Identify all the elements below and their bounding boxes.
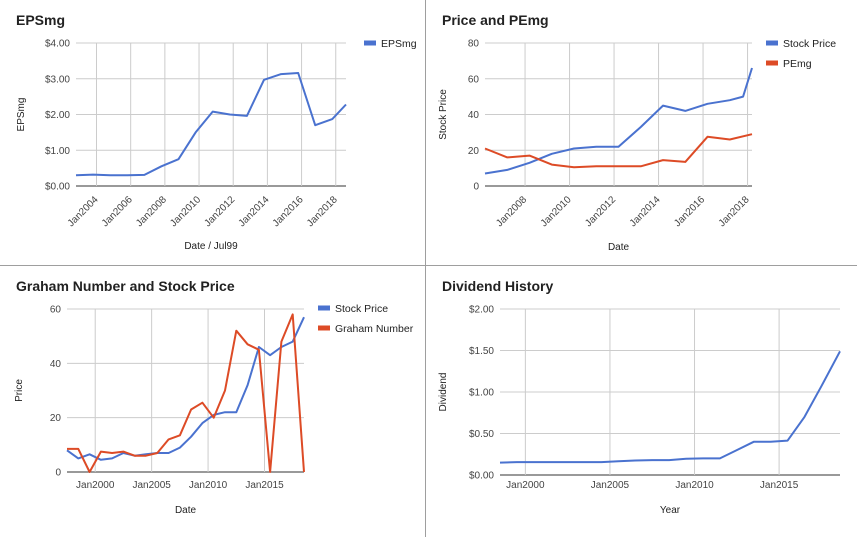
- x-tick-label: Jan2018: [717, 194, 752, 229]
- x-tick-label: Jan2012: [583, 194, 618, 229]
- series-line-pemg: [484, 133, 753, 169]
- x-tick-label: Jan2010: [675, 480, 714, 491]
- y-axis-label: EPSmg: [16, 98, 27, 132]
- series-line-dividend: [499, 350, 841, 464]
- y-tick-label: 40: [50, 359, 62, 370]
- chart-price-pemg-svg: Price and PEmg 0 20 40 60 80 Jan2008 Jan2010 Jan…: [438, 12, 836, 253]
- chart-title: Price and PEmg: [442, 12, 549, 28]
- chart-title: Graham Number and Stock Price: [16, 278, 235, 294]
- y-axis-label: Price: [14, 379, 25, 402]
- legend-swatch: [318, 325, 330, 331]
- x-tick-label: Jan2005: [591, 480, 630, 491]
- y-tick-label: 0: [55, 468, 61, 479]
- panel-divider-vertical: [425, 0, 426, 537]
- series-line-stock-price: [484, 67, 753, 175]
- y-axis-label: Stock Price: [438, 89, 449, 140]
- panel-divider-horizontal: [0, 265, 857, 266]
- y-tick-label: $4.00: [45, 39, 70, 50]
- legend-label: Stock Price: [335, 303, 388, 315]
- x-tick-label: Jan2004: [66, 194, 101, 229]
- legend-label: PEmg: [783, 58, 812, 70]
- x-tick-label: Jan2006: [100, 194, 135, 229]
- chart-title: Dividend History: [442, 278, 553, 294]
- x-tick-label: Jan2008: [134, 194, 169, 229]
- x-tick-label: Jan2005: [132, 480, 171, 491]
- chart-panel[interactable]: Price and PEmg 0 20 40 60 80 Jan2008 Jan2010 Jan…: [426, 0, 857, 265]
- x-tick-label: Jan2010: [539, 194, 574, 229]
- series-line-graham-number: [67, 313, 305, 473]
- y-tick-label: 0: [473, 182, 479, 193]
- y-axis-label: Dividend: [438, 373, 449, 412]
- x-tick-label: Jan2016: [672, 194, 707, 229]
- x-tick-label: Jan2015: [760, 480, 799, 491]
- chart-title: EPSmg: [16, 12, 65, 28]
- x-tick-label: Jan2014: [628, 194, 663, 229]
- y-tick-label: 20: [468, 146, 480, 157]
- y-tick-label: $3.00: [45, 74, 70, 85]
- x-tick-label: Jan2015: [245, 480, 284, 491]
- chart-dividend-svg: Dividend History $0.00 $0.50 $1.00 $1.50 $2.0…: [438, 278, 841, 516]
- y-tick-label: $0.00: [469, 471, 494, 482]
- x-tick-label: Jan2010: [168, 194, 203, 229]
- x-tick-label: Jan2000: [506, 480, 545, 491]
- legend-swatch: [766, 40, 778, 46]
- y-tick-label: $2.00: [45, 110, 70, 121]
- x-tick-label: Jan2012: [202, 194, 237, 229]
- x-tick-label: Jan2016: [271, 194, 306, 229]
- chart-panel[interactable]: Dividend History $0.00 $0.50 $1.00 $1.50 $2.0…: [426, 266, 857, 537]
- y-tick-label: 80: [468, 39, 480, 50]
- x-tick-label: Jan2014: [237, 194, 272, 229]
- series-line-epsmg: [75, 72, 347, 177]
- legend-label: Stock Price: [783, 38, 836, 50]
- legend-swatch: [364, 40, 376, 46]
- x-tick-label: Jan2018: [305, 194, 340, 229]
- y-tick-label: $0.50: [469, 429, 494, 440]
- chart-graham-svg: Graham Number and Stock Price 0 20 40 60 Jan2…: [14, 278, 414, 516]
- y-tick-label: $1.00: [469, 388, 494, 399]
- x-tick-label: Jan2010: [189, 480, 228, 491]
- y-tick-label: 20: [50, 413, 62, 424]
- series-line-stock-price: [66, 316, 305, 461]
- y-tick-label: 40: [468, 110, 480, 121]
- legend-swatch: [766, 60, 778, 66]
- legend-swatch: [318, 305, 330, 311]
- y-tick-label: 60: [50, 305, 62, 316]
- y-tick-label: $0.00: [45, 182, 70, 193]
- x-tick-label: Jan2008: [494, 194, 529, 229]
- y-tick-label: $1.50: [469, 346, 494, 357]
- x-tick-label: Jan2000: [76, 480, 115, 491]
- y-tick-label: 60: [468, 74, 480, 85]
- y-tick-label: $2.00: [469, 305, 494, 316]
- legend-label: Graham Number: [335, 323, 414, 335]
- x-axis-label: Date: [608, 242, 630, 253]
- chart-panel[interactable]: Graham Number and Stock Price 0 20 40 60 Jan2…: [0, 266, 425, 537]
- x-axis-label: Year: [660, 505, 681, 516]
- y-tick-label: $1.00: [45, 146, 70, 157]
- chart-panel[interactable]: EPSmg $0.00 $1.00 $2.00 $3.00 $4.00 Jan2004 Jan…: [0, 0, 425, 265]
- legend-label: EPSmg: [381, 38, 417, 50]
- x-axis-label: Date / Jul99: [184, 241, 238, 252]
- x-axis-label: Date: [175, 505, 197, 516]
